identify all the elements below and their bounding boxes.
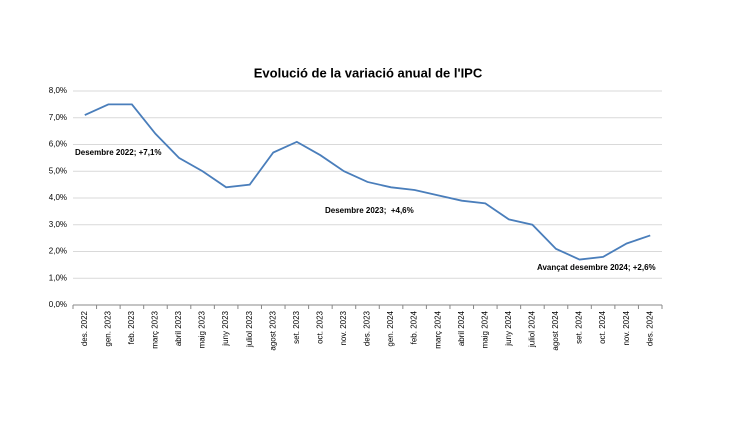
x-tick-label: agost 2024 [551,310,560,350]
y-tick-label: 3,0% [49,220,67,229]
x-tick-label: juliol 2023 [245,310,254,348]
x-tick-label: març 2023 [151,310,160,348]
y-tick-label: 7,0% [49,113,67,122]
x-tick-label: maig 2024 [480,310,489,348]
x-tick-label: des. 2022 [80,310,89,346]
x-tick-label: nov. 2024 [622,310,631,345]
y-tick-label: 1,0% [49,273,67,282]
x-tick-label: maig 2023 [198,310,207,348]
x-tick-label: gen. 2023 [103,310,112,346]
x-tick-label: nov. 2023 [339,310,348,345]
x-tick-label: des. 2024 [645,310,654,346]
x-tick-label: gen. 2024 [386,310,395,346]
x-tick-label: agost 2023 [268,310,277,350]
x-tick-label: oct. 2024 [598,310,607,343]
annotation: Desembre 2022; +7,1% [75,148,162,157]
y-tick-label: 0,0% [49,300,67,309]
annotation: Desembre 2023; +4,6% [325,206,414,215]
x-tick-label: març 2024 [433,310,442,348]
chart-title: Evolució de la variació anual de l'IPC [254,65,483,80]
x-tick-label: juny 2023 [221,310,230,346]
y-tick-label: 4,0% [49,193,67,202]
x-tick-label: abril 2024 [457,310,466,346]
y-tick-label: 2,0% [49,247,67,256]
x-tick-label: abril 2023 [174,310,183,346]
x-tick-label: set. 2024 [575,310,584,343]
x-tick-label: juliol 2024 [528,310,537,348]
y-tick-label: 8,0% [49,86,67,95]
x-tick-label: juny 2024 [504,310,513,346]
x-tick-label: feb. 2024 [410,310,419,344]
y-tick-label: 5,0% [49,166,67,175]
y-tick-label: 6,0% [49,140,67,149]
x-tick-label: feb. 2023 [127,310,136,344]
x-tick-label: set. 2023 [292,310,301,343]
x-tick-label: des. 2023 [363,310,372,346]
x-tick-label: oct. 2023 [315,310,324,343]
annotation: Avançat desembre 2024; +2,6% [537,263,656,272]
line [84,103,651,261]
